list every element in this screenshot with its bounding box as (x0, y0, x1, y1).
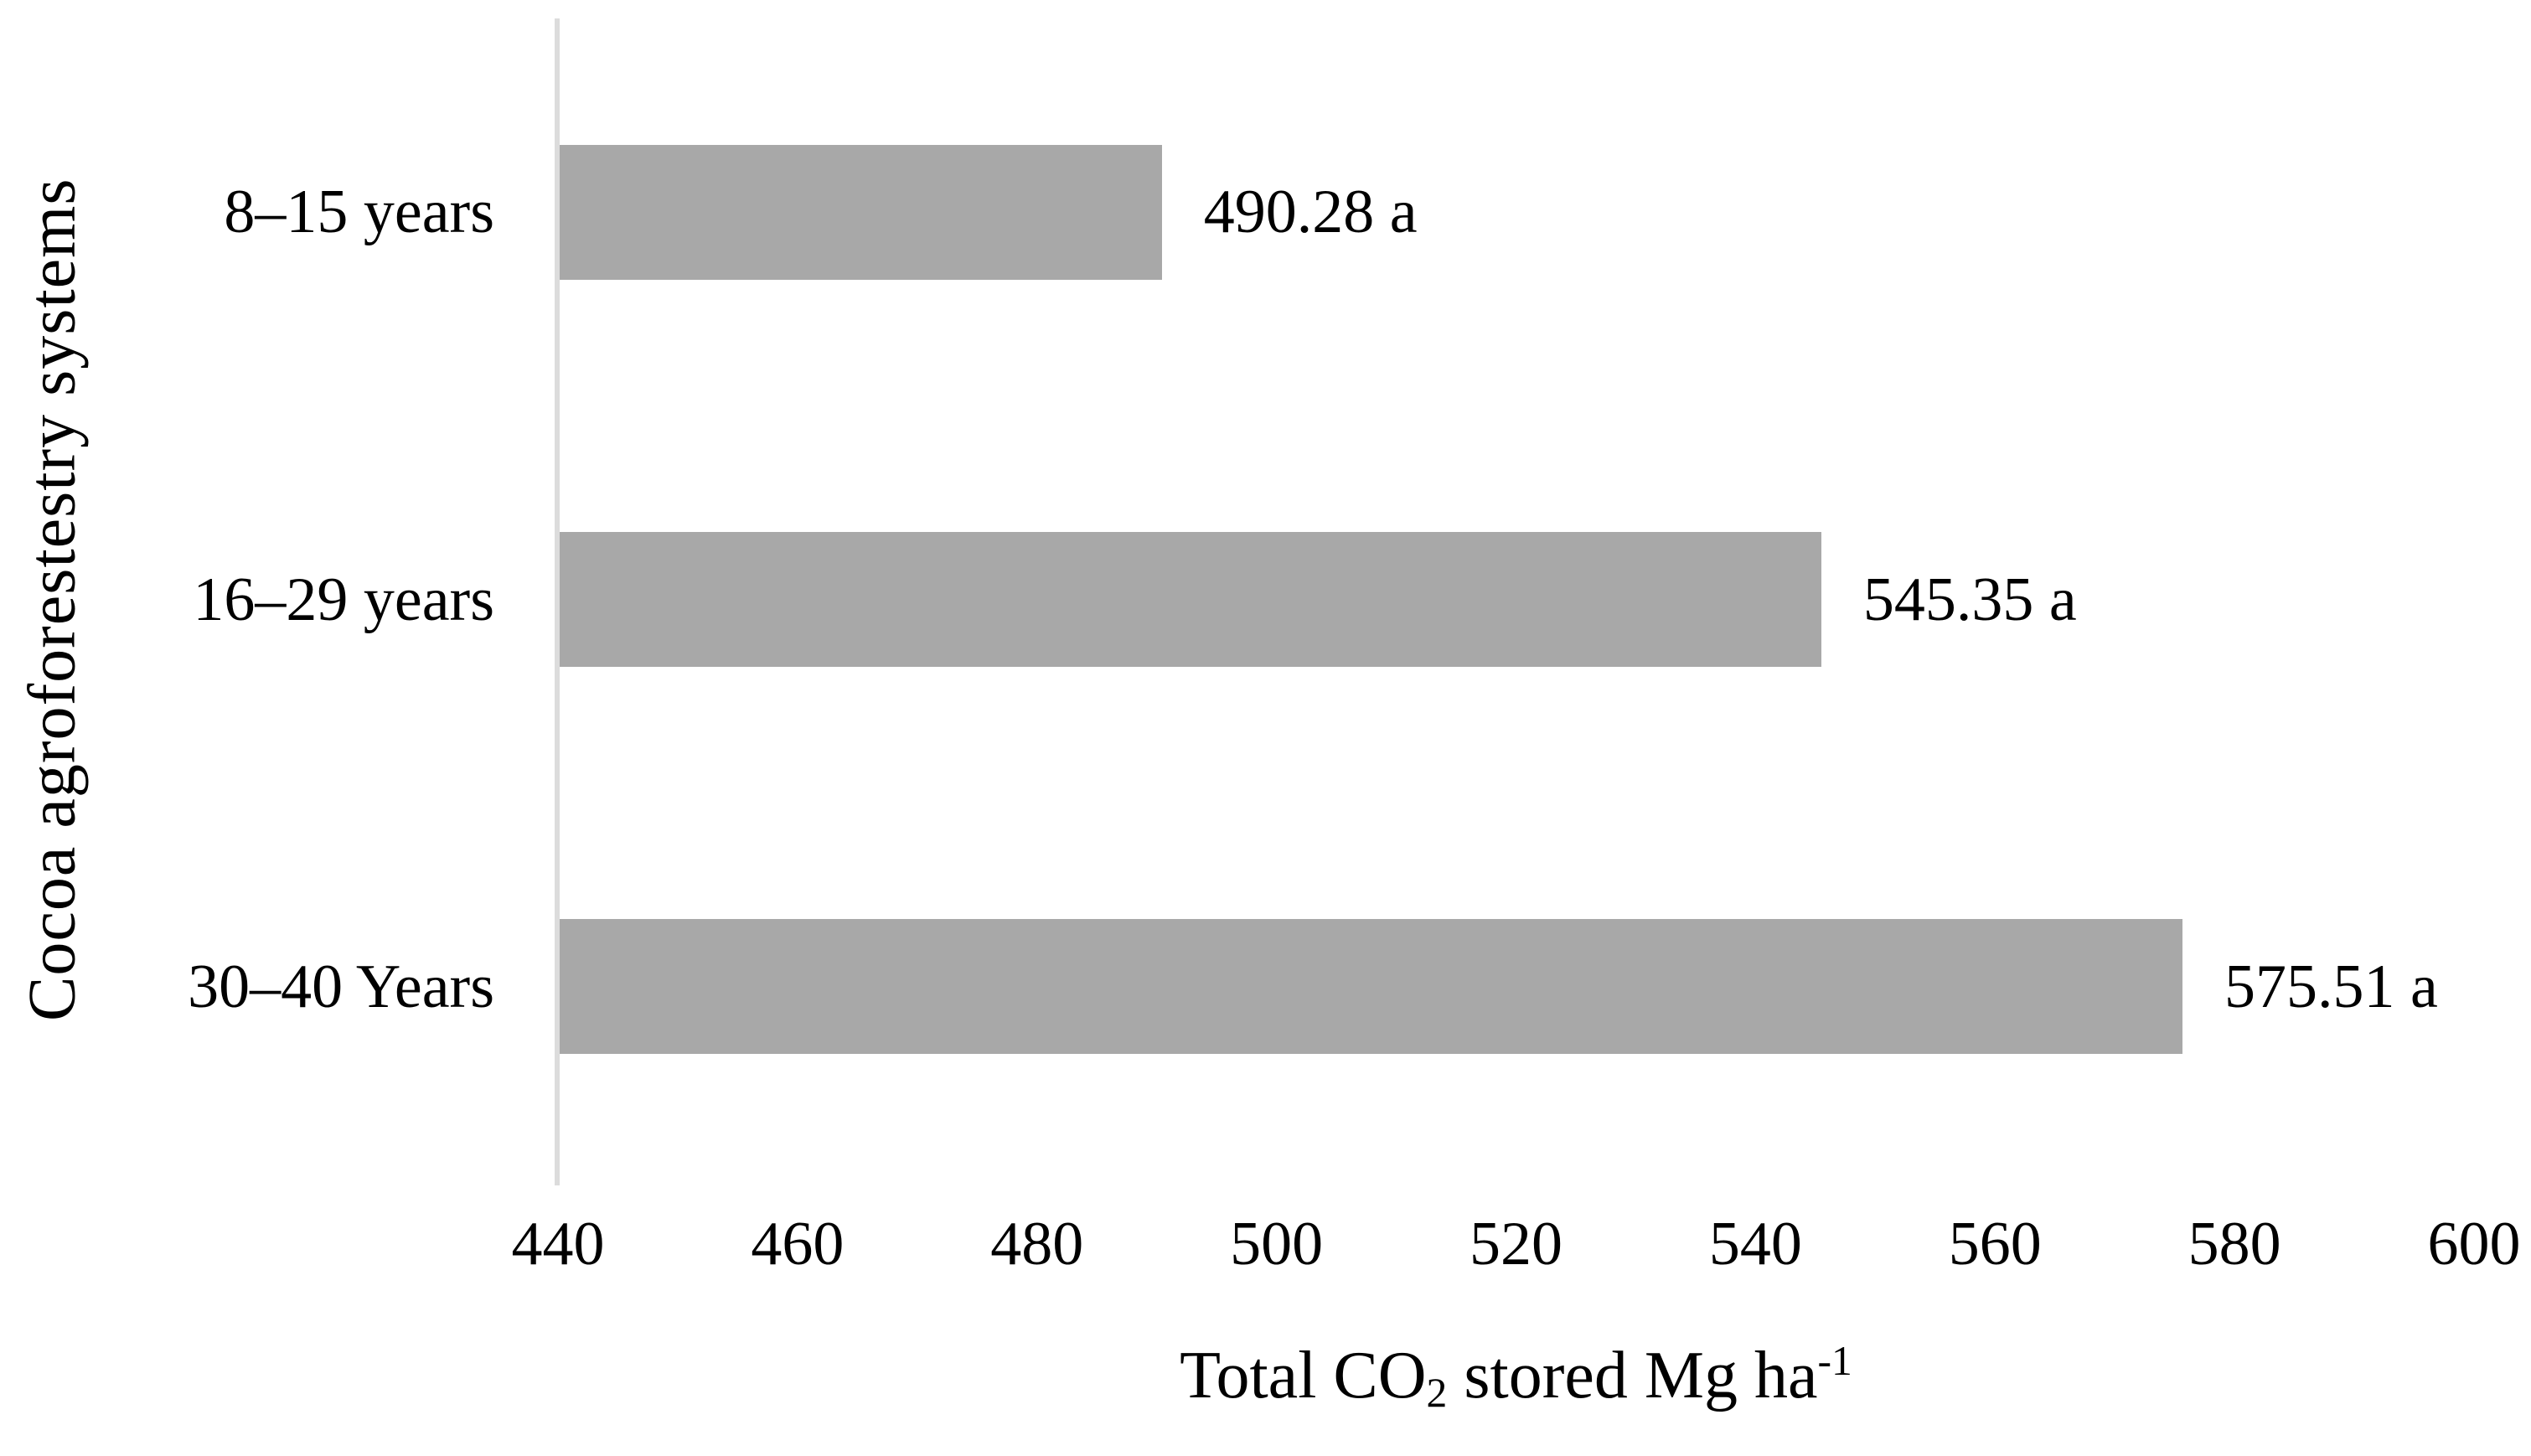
x-axis-title: Total CO2 stored Mg ha-1 (558, 1337, 2474, 1416)
x-axis-tick-label: 560 (1948, 1210, 2042, 1278)
x-axis-title-superscript: -1 (1817, 1337, 1852, 1384)
x-axis-tick-label: 580 (2188, 1210, 2281, 1278)
x-axis-title-prefix: Total CO (1180, 1339, 1427, 1412)
x-axis-tick-label: 460 (751, 1210, 845, 1278)
data-label: 575.51 a (2224, 952, 2438, 1021)
x-axis-tick-label: 440 (511, 1210, 605, 1278)
x-axis-tick-label: 480 (990, 1210, 1084, 1278)
data-label: 545.35 a (1862, 565, 2077, 634)
y-axis-line (555, 18, 560, 1185)
x-axis-tick-label: 540 (1708, 1210, 1802, 1278)
x-axis-tick-label: 520 (1470, 1210, 1563, 1278)
y-axis-title: Cocoa agroforestestry systems (15, 178, 90, 1021)
x-axis-title-subscript: 2 (1426, 1369, 1448, 1416)
category-label: 30–40 Years (188, 952, 494, 1021)
x-axis-tick-label: 600 (2427, 1210, 2521, 1278)
data-label: 490.28 a (1203, 178, 1418, 247)
x-axis-tick-label: 500 (1230, 1210, 1324, 1278)
bar (560, 144, 1162, 280)
bar (560, 919, 2182, 1055)
category-label: 8–15 years (224, 178, 494, 247)
bar (560, 532, 1821, 667)
category-label: 16–29 years (193, 565, 494, 634)
x-axis-title-middle: stored Mg ha (1447, 1339, 1818, 1412)
